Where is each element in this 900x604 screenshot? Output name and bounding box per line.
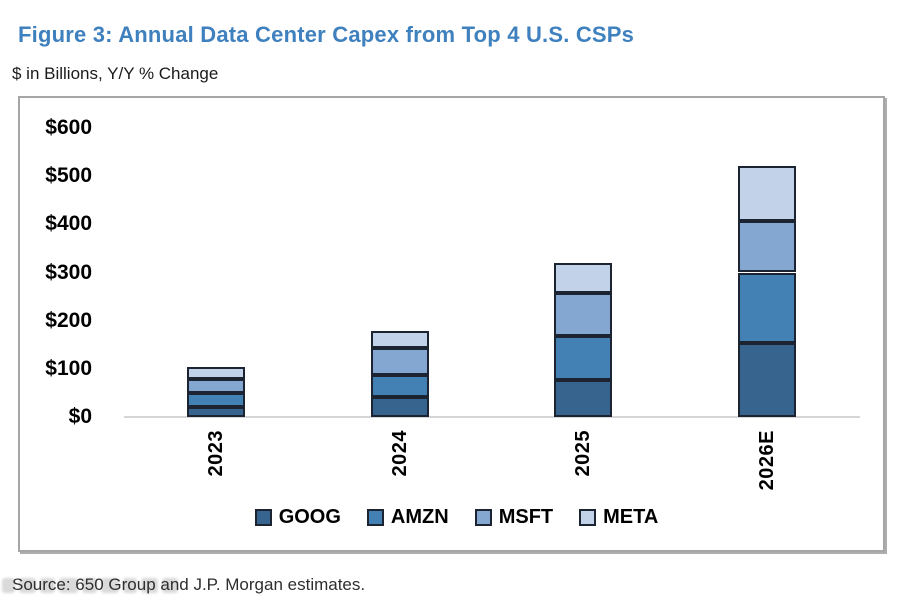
legend-item-meta: META [579, 506, 658, 529]
legend-item-goog: GOOG [254, 506, 341, 529]
legend-swatch-icon [366, 509, 384, 526]
bar-segment-amzn-2026e [737, 272, 796, 343]
x-axis-label-2026e: 2026E [755, 430, 778, 491]
bar-segment-amzn-2023 [187, 392, 245, 408]
x-axis-label-2025: 2025 [572, 430, 594, 477]
bar-segment-amzn-2024 [370, 374, 429, 397]
bar-segment-msft-2026e [737, 220, 796, 273]
legend-label: META [603, 506, 659, 528]
legend-item-msft: MSFT [474, 506, 554, 529]
chart-frame: GOOG AMZN MSFT META $600 $500 $400 $300 $200 $10… [18, 96, 885, 552]
chart-legend: GOOG AMZN MSFT META [30, 506, 883, 529]
y-axis-tick-label: $300 [45, 260, 92, 284]
watermark [2, 578, 178, 593]
bar-segment-msft-2024 [370, 347, 429, 375]
legend-swatch-icon [474, 509, 492, 526]
bar-segment-goog-2026e [737, 342, 796, 417]
bar-segment-goog-2023 [187, 407, 245, 417]
source-note: Source: 650 Group and J.P. Morgan estima… [12, 575, 366, 594]
legend-label: MSFT [498, 506, 554, 528]
bar-segment-goog-2025 [554, 380, 612, 417]
bar-segment-goog-2024 [370, 396, 429, 417]
y-axis-tick-label: $100 [45, 356, 92, 380]
bar-segment-amzn-2025 [554, 335, 612, 381]
bar-segment-meta-2023 [187, 366, 245, 380]
plot-area: GOOG AMZN MSFT META $600 $500 $400 $300 $200 $10… [20, 98, 883, 550]
bar-segment-meta-2026e [737, 165, 796, 221]
figure-title: Figure 3: Annual Data Center Capex from … [18, 22, 635, 47]
y-axis-tick-label: $0 [68, 405, 92, 428]
legend-label: GOOG [278, 506, 341, 528]
bar-segment-msft-2023 [187, 379, 245, 393]
y-axis-tick-label: $200 [45, 308, 92, 332]
bar-segment-meta-2025 [554, 262, 612, 293]
legend-swatch-icon [579, 509, 597, 526]
y-axis-tick-label: $600 [45, 116, 92, 139]
x-axis-label-2023: 2023 [205, 430, 227, 477]
bar-segment-msft-2025 [554, 292, 612, 336]
y-axis-tick-label: $500 [45, 164, 92, 188]
figure-subtitle: $ in Billions, Y/Y % Change [12, 64, 219, 83]
bar-segment-meta-2024 [370, 330, 429, 348]
x-axis-label-2024: 2024 [388, 430, 411, 477]
legend-item-amzn: AMZN [366, 506, 449, 529]
y-axis-tick-label: $400 [45, 212, 92, 236]
legend-swatch-icon [254, 509, 272, 526]
legend-label: AMZN [390, 506, 449, 528]
x-axis-baseline [124, 416, 860, 418]
